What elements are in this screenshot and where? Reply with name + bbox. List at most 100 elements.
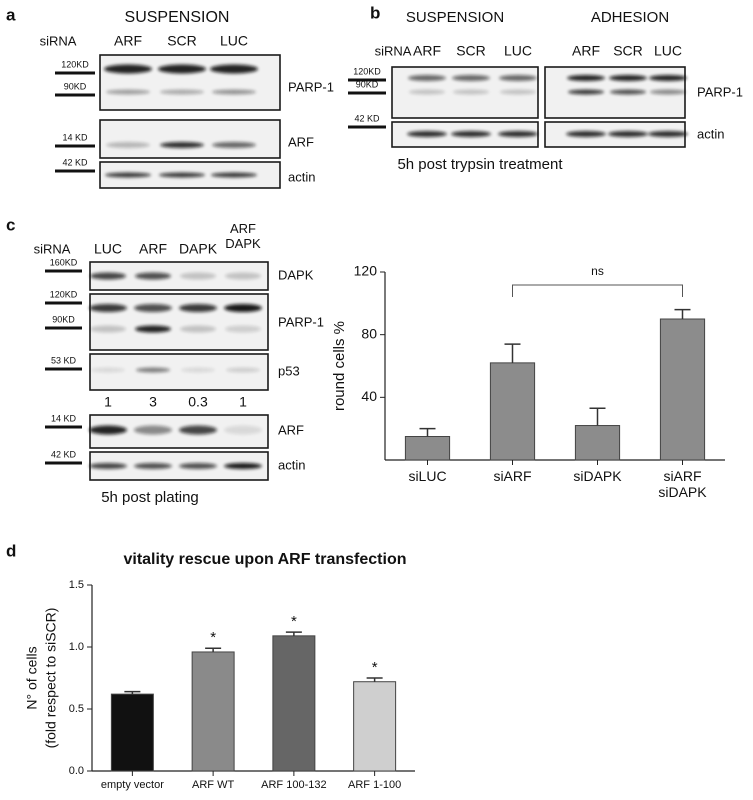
band (649, 75, 687, 81)
marker-label: 90KD (64, 81, 87, 91)
band (226, 367, 260, 373)
lane-label: LUC (220, 33, 248, 49)
lane-label: LUC (94, 241, 122, 257)
protein-label: ARF (278, 422, 304, 437)
band (567, 75, 605, 81)
band (135, 272, 171, 280)
band (159, 172, 205, 178)
band (224, 304, 262, 312)
marker-label: 120KD (61, 59, 89, 69)
protein-label: actin (288, 169, 315, 184)
x-tick-label: ARF 1-100 (348, 779, 402, 791)
y-tick-label: 80 (361, 325, 377, 341)
y-tick-label: 120 (354, 263, 378, 279)
bar (272, 635, 316, 772)
sirna-label: siRNA (34, 241, 71, 256)
blot (99, 119, 281, 159)
band (452, 75, 490, 81)
significance: * (372, 659, 378, 676)
lane-label: ARF (114, 33, 142, 49)
condition: SUSPENSION (125, 9, 230, 26)
band (104, 64, 152, 74)
band (134, 304, 172, 312)
band (500, 89, 536, 95)
band (134, 425, 172, 435)
band (105, 172, 151, 178)
band (158, 64, 206, 74)
protein-label: PARP-1 (278, 314, 324, 329)
blot (99, 54, 281, 111)
bar (404, 436, 451, 461)
bar (489, 362, 536, 461)
band (610, 89, 646, 95)
x-tick-label: ARF 100-132 (261, 779, 327, 791)
error-bar (205, 647, 222, 652)
band (609, 75, 647, 81)
x-tick-label: siLUC (408, 468, 447, 484)
quantification: 3 (149, 394, 157, 410)
band (179, 304, 217, 312)
y-axis-label: N° of cells (24, 646, 40, 709)
band (106, 89, 150, 95)
band (409, 89, 445, 95)
band (181, 367, 215, 373)
error-bar (419, 427, 436, 437)
bracket (512, 284, 683, 297)
protein-label: actin (697, 126, 724, 141)
band (160, 89, 204, 95)
sirna-label: siRNA (375, 43, 412, 58)
panel-letter: b (370, 3, 380, 22)
y-tick-label: 1.0 (69, 641, 84, 653)
error-bar (285, 631, 302, 636)
marker-label: 42 KD (51, 449, 77, 459)
band (180, 325, 216, 333)
band (89, 425, 127, 435)
marker-label: 42 KD (62, 157, 88, 167)
y-tick-label: 40 (361, 388, 377, 404)
band (106, 142, 150, 148)
x-tick-label: empty vector (100, 779, 164, 791)
y-axis-label: (fold respect to siSCR) (43, 608, 59, 749)
y-axis-label: round cells % (331, 321, 348, 411)
band (608, 131, 648, 137)
marker-label: 160KD (50, 257, 78, 267)
band (453, 89, 489, 95)
error-bar (504, 343, 521, 363)
band (451, 131, 491, 137)
panel-letter: a (6, 5, 16, 24)
band (179, 463, 217, 469)
marker-label: 120KD (353, 66, 381, 76)
x-tick-label: siARF (493, 468, 532, 484)
band (408, 75, 446, 81)
x-tick-label: siDAPK (573, 468, 622, 484)
protein-label: PARP-1 (697, 84, 743, 99)
quantification: 1 (239, 394, 247, 410)
marker-label: 14 KD (51, 413, 77, 423)
band (498, 131, 538, 137)
y-tick-label: 1.5 (69, 579, 84, 591)
panel-letter: d (6, 541, 16, 560)
significance: * (291, 613, 297, 630)
y-tick-label: 0.0 (69, 765, 84, 777)
y-tick-label: 0.5 (69, 703, 84, 715)
error-bar (366, 677, 383, 682)
band (407, 131, 447, 137)
caption: 5h post trypsin treatment (397, 156, 563, 173)
protein-label: ARF (288, 134, 314, 149)
chart-title: vitality rescue upon ARF transfection (123, 551, 406, 568)
protein-label: DAPK (278, 267, 314, 282)
band (650, 89, 686, 95)
error-bar (674, 308, 691, 319)
marker-label: 53 KD (51, 355, 77, 365)
marker-label: 14 KD (62, 132, 88, 142)
band (224, 463, 262, 469)
protein-label: p53 (278, 363, 300, 378)
protein-label: actin (278, 457, 305, 472)
band (225, 272, 261, 280)
band (180, 272, 216, 280)
condition: SUSPENSION (406, 9, 504, 26)
band (89, 463, 127, 469)
band (134, 463, 172, 469)
